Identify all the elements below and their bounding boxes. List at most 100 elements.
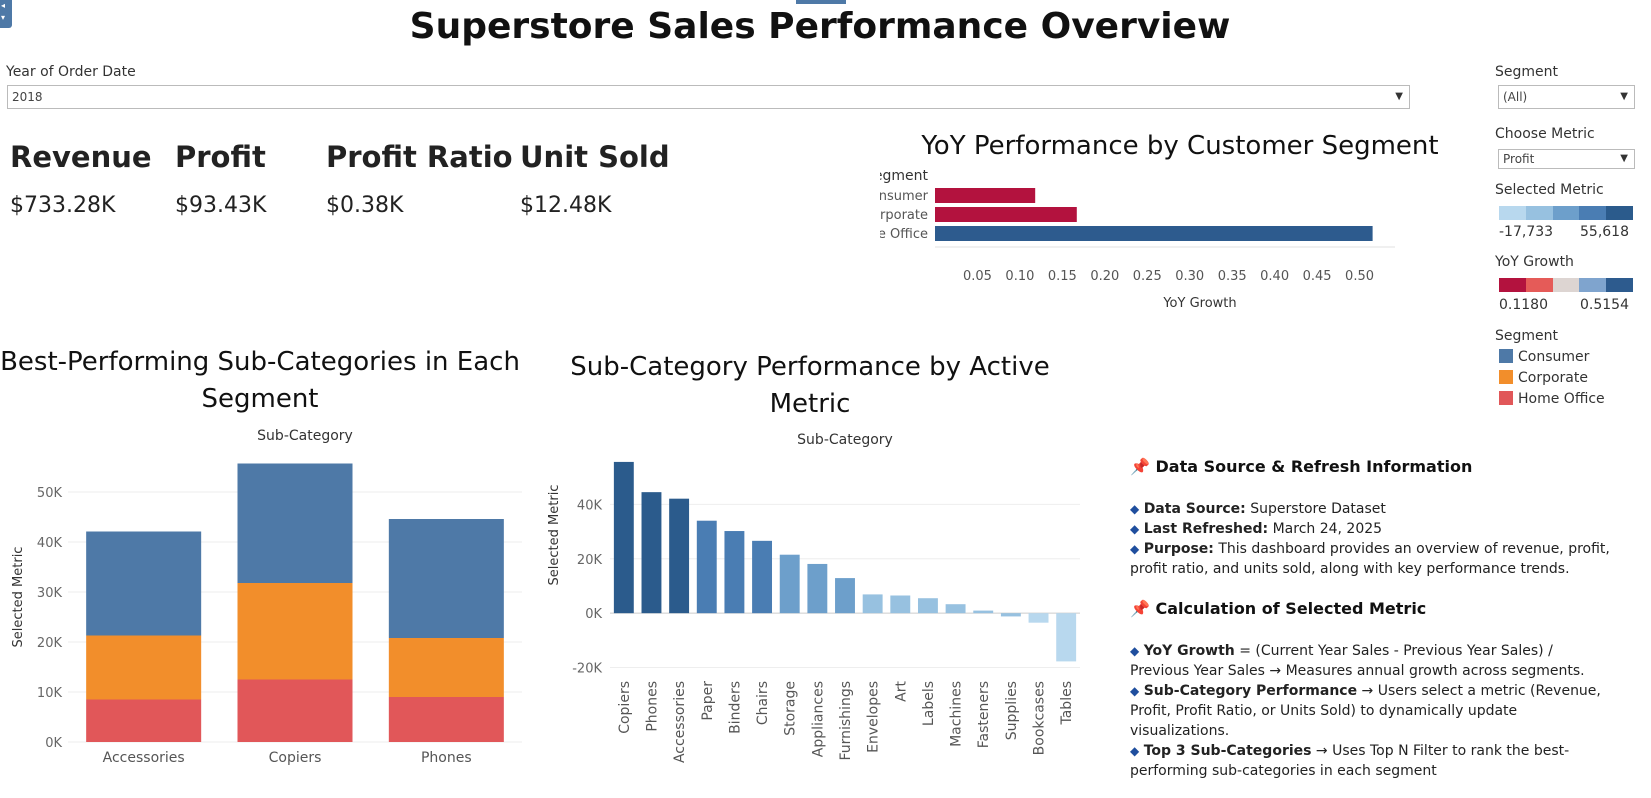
year-filter-label: Year of Order Date — [6, 64, 136, 80]
info-subperf-label: Sub-Category Performance — [1143, 683, 1358, 699]
subcat-bar — [724, 531, 745, 614]
metric-dropdown[interactable]: Profit ▼ — [1498, 149, 1635, 169]
stacked-bar-segment — [388, 697, 504, 742]
metric-filter-label: Choose Metric — [1495, 126, 1595, 142]
y-tick-label: 0K — [45, 736, 62, 751]
legend-label: Consumer — [1518, 349, 1590, 365]
subcat-bar — [641, 492, 662, 614]
stacked-bar-segment — [86, 635, 202, 700]
x-tick-label: Copiers — [617, 681, 633, 734]
subcat-bar — [807, 563, 828, 614]
subcat-performance-chart: Sub-Category -20K 0K 20K 40K Selected Metric C… — [547, 432, 1080, 763]
segment-filter-label: Segment — [1495, 64, 1558, 80]
category-label: Home Office — [880, 227, 928, 242]
diamond-icon: ◆ — [1130, 684, 1140, 698]
row-header: Segment — [880, 168, 929, 184]
info-yoy-label: YoY Growth — [1143, 643, 1235, 659]
pushpin-icon: 📌 — [1130, 599, 1150, 618]
stacked-bar-segment — [388, 519, 504, 638]
x-tick-label: 0.20 — [1090, 269, 1119, 284]
year-dropdown[interactable]: 2018 ▼ — [7, 85, 1410, 109]
y-axis-label: Selected Metric — [11, 547, 26, 648]
kpi-revenue-value: $733.28K — [10, 193, 116, 218]
y-tick-label: 0K — [585, 607, 602, 622]
subcat-bar — [917, 598, 938, 614]
x-tick-label: Accessories — [672, 681, 688, 763]
ramp-cell — [1606, 206, 1633, 220]
subcat-bar — [613, 461, 634, 614]
x-tick-label: 0.10 — [1005, 269, 1034, 284]
pushpin-icon: 📌 — [1130, 457, 1150, 476]
x-tick-label: 0.45 — [1303, 269, 1332, 284]
x-tick-label: Furnishings — [838, 681, 854, 761]
subcat-bar — [752, 540, 773, 614]
legend-item-corporate[interactable]: Corporate — [1499, 370, 1588, 386]
x-tick-label: 0.25 — [1133, 269, 1162, 284]
x-tick-label: 0.50 — [1345, 269, 1374, 284]
yoy-max: 0.5154 — [1580, 297, 1629, 313]
subcat-bar — [696, 520, 717, 614]
info-refresh-value: March 24, 2025 — [1272, 521, 1383, 537]
info-source-label: Data Source: — [1143, 501, 1246, 517]
info-purpose-value: This dashboard provides an overview of r… — [1130, 541, 1610, 577]
segment-dropdown[interactable]: (All) ▼ — [1498, 85, 1635, 109]
x-tick-label: Labels — [921, 681, 937, 726]
yoy-segment-chart: Segment Consumer Corporate Home Office 0.05 0… — [880, 168, 1395, 311]
y-tick-label: 10K — [37, 686, 63, 701]
y-tick-label: 30K — [37, 586, 63, 601]
y-tick-label: 40K — [37, 536, 63, 551]
segment-legend-title: Segment — [1495, 328, 1558, 344]
diamond-icon: ◆ — [1130, 644, 1140, 658]
x-tick-label: Art — [893, 680, 909, 701]
diamond-icon: ◆ — [1130, 744, 1140, 758]
x-tick-label: Chairs — [755, 681, 771, 725]
best-subcat-chart: Sub-Category 0K 10K 20K 30K 40K 50K Selected Me… — [11, 428, 522, 766]
kpi-units-label: Unit Sold — [520, 140, 670, 174]
info-top3-value: → Uses Top N Filter to rank the best-per… — [1130, 743, 1570, 779]
yoy-bar — [935, 207, 1077, 222]
legend-label: Home Office — [1518, 391, 1605, 407]
ramp-cell — [1525, 278, 1553, 292]
dashboard-toggle-tab[interactable]: ◂ ▾ — [0, 0, 12, 28]
stacked-bar-segment — [237, 679, 353, 742]
subcat-bar — [945, 604, 966, 614]
subcat-bar — [1028, 613, 1049, 623]
ramp-cell — [1499, 206, 1526, 220]
kpi-profit-ratio-label: Profit Ratio — [326, 140, 513, 174]
swatch — [1499, 349, 1513, 363]
category-label: Consumer — [880, 189, 929, 204]
subcat-bar — [862, 594, 883, 614]
subcat-bar — [1056, 613, 1077, 662]
info-top3-label: Top 3 Sub-Categories — [1143, 743, 1312, 759]
info-heading-source: 📌 Data Source & Refresh Information — [1130, 457, 1610, 477]
yoy-bar — [935, 188, 1036, 203]
diamond-icon: ◆ — [1130, 502, 1140, 516]
info-refresh-label: Last Refreshed: — [1143, 521, 1269, 537]
kpi-revenue-label: Revenue — [10, 140, 152, 174]
legend-item-consumer[interactable]: Consumer — [1499, 349, 1589, 365]
chevron-down-icon: ▼ — [1620, 153, 1628, 164]
x-tick-label: Accessories — [103, 750, 185, 766]
chart-header: Sub-Category — [257, 428, 353, 444]
ramp-cell — [1606, 278, 1633, 292]
x-tick-label: Bookcases — [1032, 681, 1048, 755]
selected-metric-min: -17,733 — [1499, 224, 1554, 240]
info-top3-line: ◆ Top 3 Sub-Categories → Uses Top N Filt… — [1130, 741, 1610, 781]
ramp-cell — [1579, 278, 1607, 292]
stacked-bar-segment — [86, 699, 202, 742]
selected-metric-legend-title: Selected Metric — [1495, 182, 1604, 198]
info-refresh-line: ◆ Last Refreshed: March 24, 2025 — [1130, 519, 1610, 539]
x-tick-label: 0.35 — [1218, 269, 1247, 284]
legend-item-home-office[interactable]: Home Office — [1499, 391, 1605, 407]
info-yoy-line: ◆ YoY Growth = (Current Year Sales - Pre… — [1130, 641, 1610, 681]
yoy-legend-title: YoY Growth — [1495, 254, 1574, 270]
kpi-profit-value: $93.43K — [175, 193, 267, 218]
stacked-bar-segment — [388, 638, 504, 697]
best-subcat-chart-title: Best-Performing Sub-Categories in Each S… — [0, 347, 520, 414]
ramp-cell — [1552, 278, 1580, 292]
info-purpose-label: Purpose: — [1143, 541, 1214, 557]
info-panel: 📌 Data Source & Refresh Information ◆ Da… — [1130, 457, 1610, 781]
subcat-bar — [973, 610, 994, 614]
subcat-bar — [835, 578, 855, 614]
selected-metric-max: 55,618 — [1580, 224, 1629, 240]
